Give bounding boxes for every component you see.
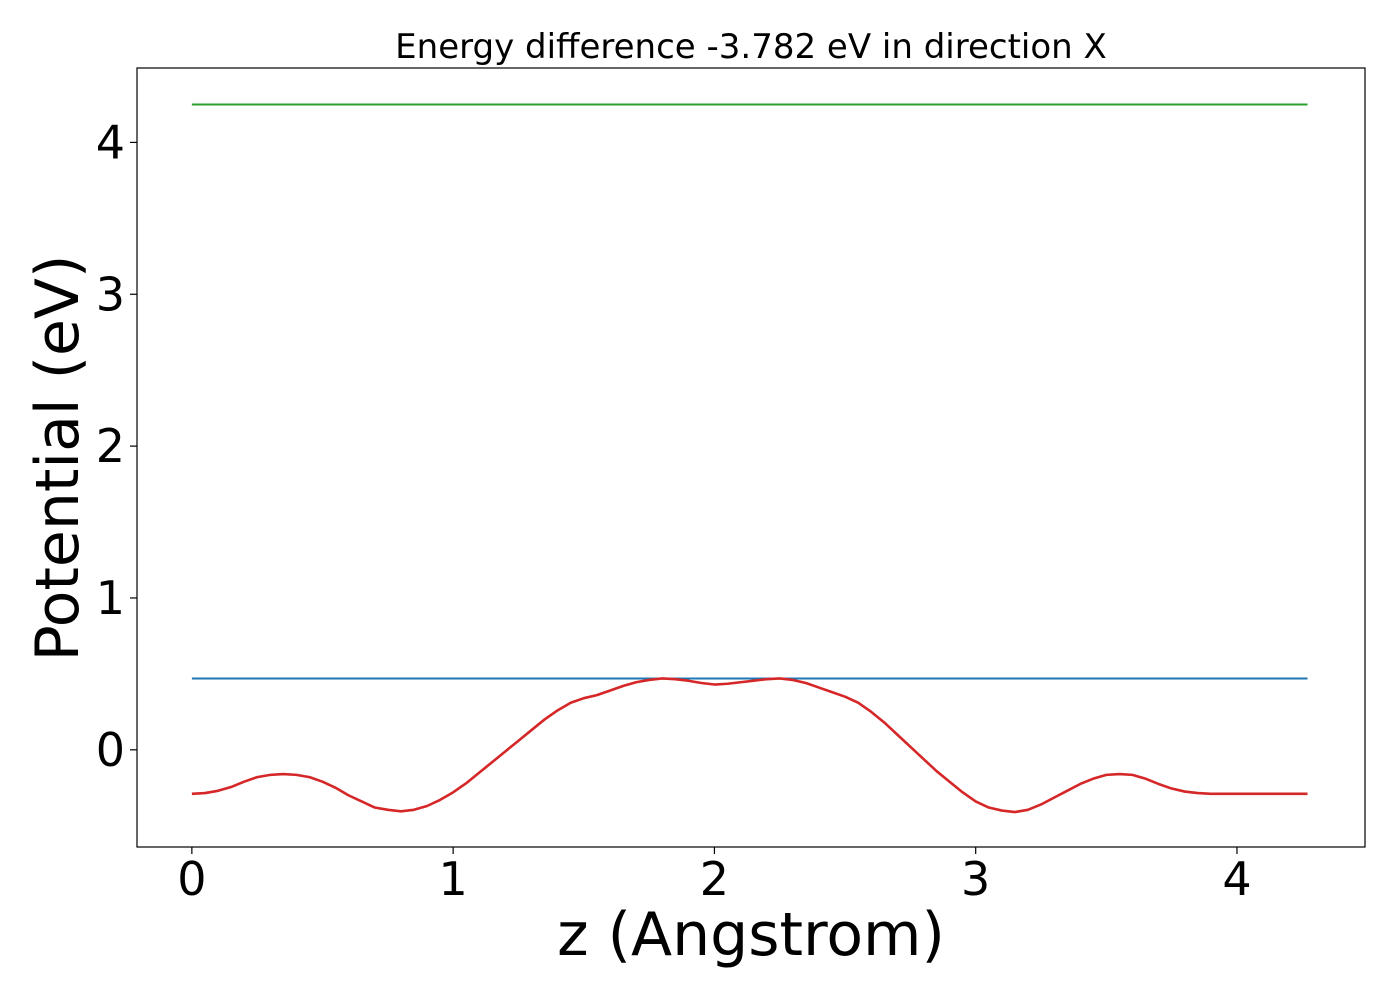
x-tick-label: 2	[700, 852, 729, 906]
plot-frame	[136, 67, 1366, 848]
x-axis-label: z (Angstrom)	[557, 900, 945, 970]
y-tick-label: 2	[96, 419, 125, 473]
x-axis: 0 1 2 3 4	[177, 847, 1252, 906]
x-tick-label: 3	[961, 852, 990, 906]
x-tick-label: 0	[177, 852, 206, 906]
y-tick-label: 4	[96, 115, 125, 169]
x-tick-label: 1	[439, 852, 468, 906]
plot-area	[191, 103, 1308, 814]
y-tick-label: 3	[96, 267, 125, 321]
y-tick-label: 1	[96, 571, 125, 625]
y-axis-label: Potential (eV)	[23, 255, 93, 662]
x-tick-label: 4	[1222, 852, 1251, 906]
y-axis: 0 1 2 3 4	[96, 115, 137, 777]
y-tick-label: 0	[96, 723, 125, 777]
series-line-3	[191, 677, 1308, 814]
chart-title: Energy difference -3.782 eV in direction…	[395, 27, 1107, 67]
